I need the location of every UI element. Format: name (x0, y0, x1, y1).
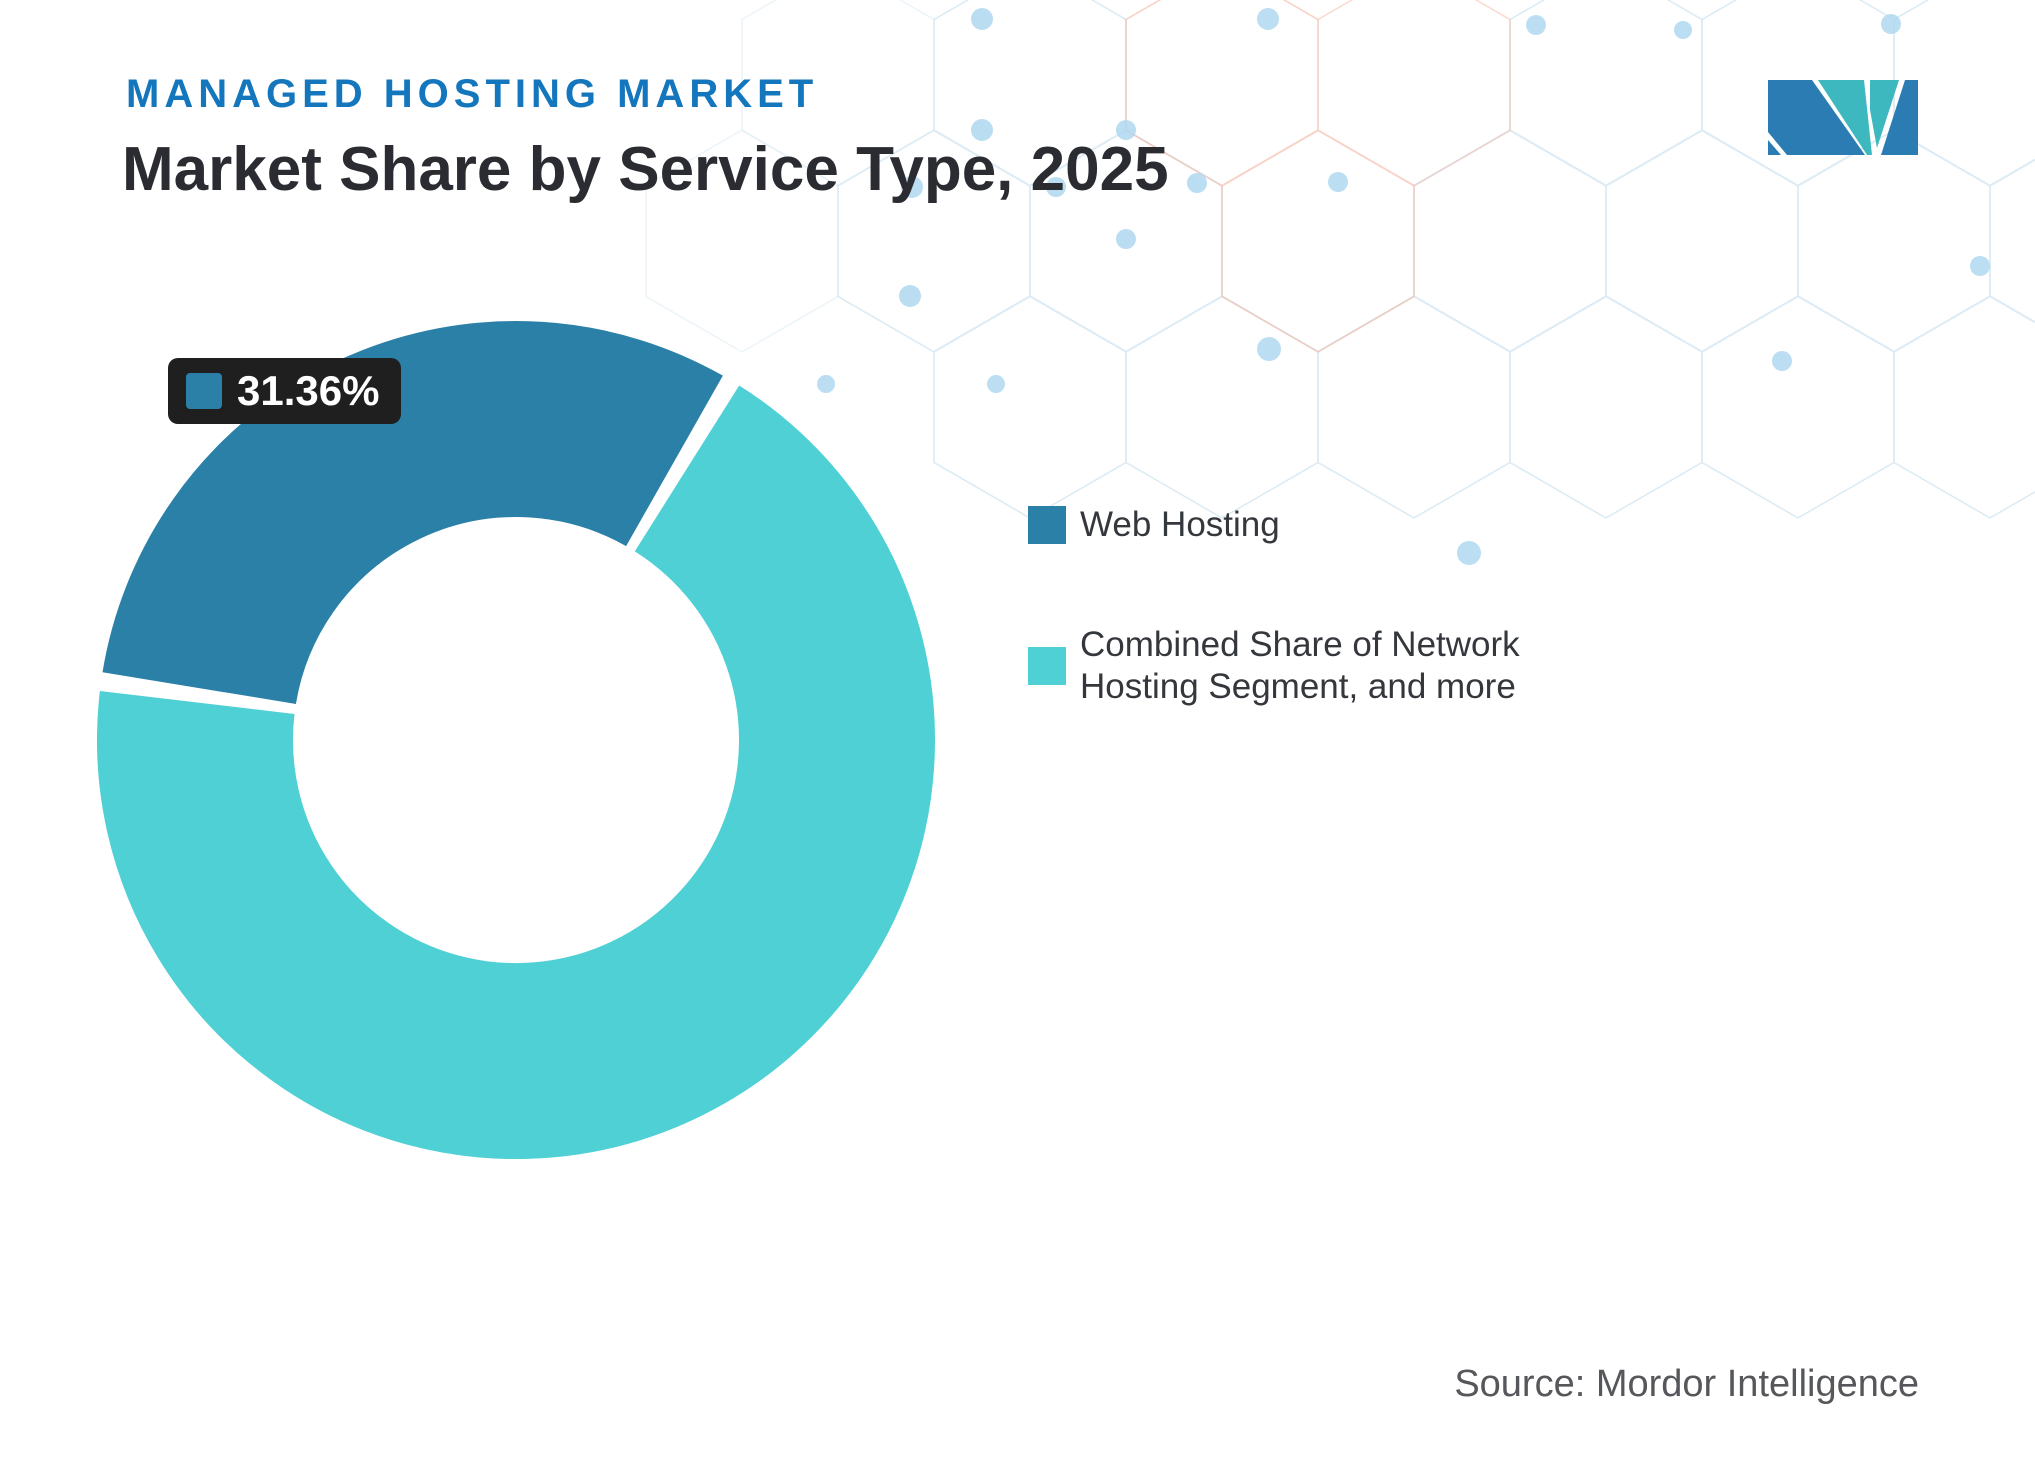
logo-shape-teal-right (1870, 80, 1899, 148)
chart-legend: Web Hosting Combined Share of Network Ho… (1028, 504, 1608, 708)
logo-shape-blue-corner (1768, 140, 1781, 155)
legend-label: Web Hosting (1080, 505, 1280, 544)
legend-item-web-hosting[interactable]: Web Hosting (1028, 504, 1608, 546)
logo-shape-blue-right (1881, 80, 1918, 155)
tooltip-series-swatch (186, 373, 222, 409)
logo-shape-blue-left (1768, 80, 1865, 155)
slice-web-hosting[interactable] (102, 321, 723, 706)
tooltip-value: 31.36% (237, 367, 380, 414)
chart-tooltip: 31.36% (168, 358, 402, 424)
donut-chart (97, 321, 935, 1159)
mordor-intelligence-logo (1768, 80, 1918, 155)
legend-swatch-web-hosting (1028, 506, 1066, 544)
report-category-label: MANAGED HOSTING MARKET (126, 72, 819, 116)
source-attribution: Source: Mordor Intelligence (1454, 1363, 1919, 1405)
legend-item-combined-share[interactable]: Combined Share of Network Hosting Segmen… (1028, 624, 1608, 708)
legend-swatch-combined-share (1028, 647, 1066, 685)
page-title: Market Share by Service Type, 2025 (122, 135, 1169, 204)
slice-combined-share[interactable] (97, 385, 935, 1159)
logo-shape-teal-left (1818, 80, 1872, 155)
legend-label: Combined Share of Network Hosting Segmen… (1080, 625, 1520, 706)
